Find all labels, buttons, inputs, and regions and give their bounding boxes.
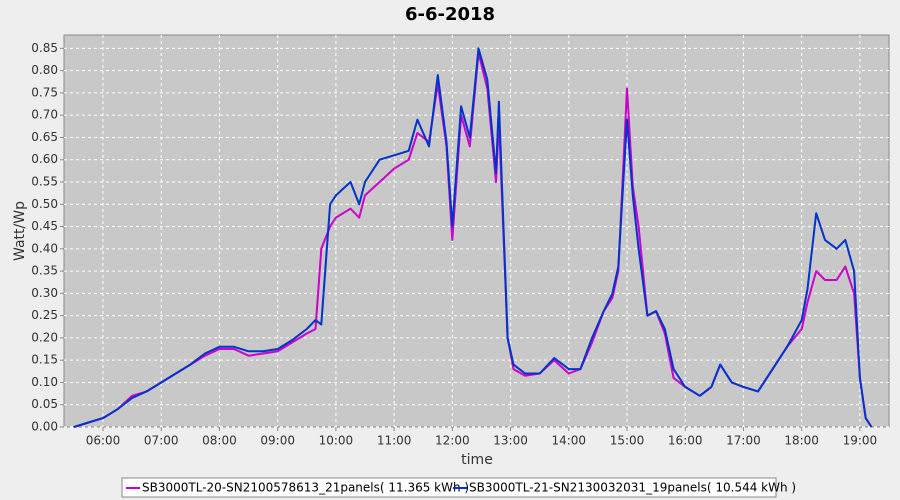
y-tick-label: 0.05: [31, 397, 58, 411]
x-tick-label: 19:00: [843, 434, 878, 448]
x-tick-label: 17:00: [726, 434, 761, 448]
y-tick-label: 0.55: [31, 175, 58, 189]
y-tick-label: 0.25: [31, 308, 58, 322]
y-tick-label: 0.00: [31, 420, 58, 434]
x-tick-label: 14:00: [551, 434, 586, 448]
x-tick-label: 18:00: [784, 434, 819, 448]
x-tick-label: 06:00: [86, 434, 121, 448]
y-tick-label: 0.45: [31, 219, 58, 233]
x-tick-label: 08:00: [202, 434, 237, 448]
chart-title: 6-6-2018: [405, 4, 495, 25]
x-tick-label: 09:00: [260, 434, 295, 448]
plot-area: [63, 34, 890, 428]
y-tick-label: 0.70: [31, 108, 58, 122]
x-tick-label: 16:00: [668, 434, 703, 448]
x-tick-label: 12:00: [435, 434, 470, 448]
y-tick-label: 0.35: [31, 264, 58, 278]
y-tick-label: 0.15: [31, 353, 58, 367]
y-tick-label: 0.65: [31, 130, 58, 144]
x-tick-label: 13:00: [493, 434, 528, 448]
x-tick-label: 11:00: [377, 434, 412, 448]
y-tick-label: 0.60: [31, 152, 58, 166]
x-axis-title: time: [461, 452, 493, 468]
x-tick-label: 07:00: [144, 434, 179, 448]
y-tick-label: 0.30: [31, 286, 58, 300]
y-tick-label: 0.20: [31, 330, 58, 344]
series-line: [73, 47, 873, 428]
legend: [121, 477, 777, 498]
legend-label: SB3000TL-21-SN2130032031_19panels( 10.54…: [469, 481, 796, 495]
y-axis-title: Watt/Wp: [12, 201, 28, 261]
legend-label: SB3000TL-20-SN2100578613_21panels( 11.36…: [142, 481, 469, 495]
y-tick-label: 0.80: [31, 63, 58, 77]
y-tick-label: 0.50: [31, 197, 58, 211]
y-tick-label: 0.40: [31, 241, 58, 255]
y-tick-label: 0.75: [31, 85, 58, 99]
y-tick-label: 0.10: [31, 375, 58, 389]
y-tick-label: 0.85: [31, 41, 58, 55]
x-tick-label: 10:00: [319, 434, 354, 448]
x-tick-label: 15:00: [610, 434, 645, 448]
